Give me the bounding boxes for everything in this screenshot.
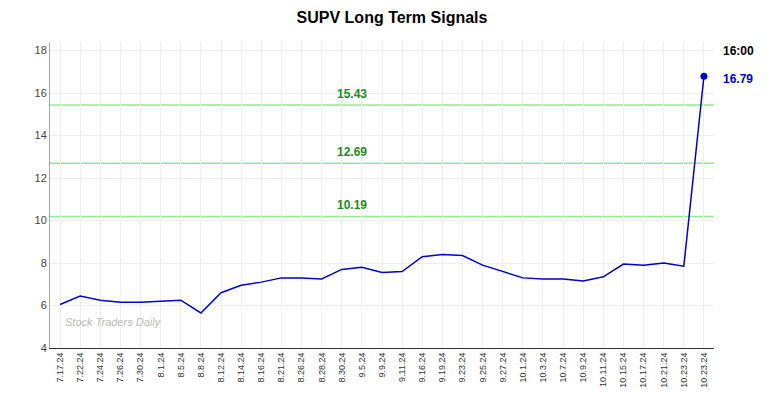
svg-text:SUPV Long Term Signals: SUPV Long Term Signals — [297, 9, 488, 26]
svg-text:10.7.24: 10.7.24 — [558, 353, 568, 383]
svg-text:15.43: 15.43 — [337, 87, 367, 101]
svg-text:12: 12 — [35, 172, 47, 184]
svg-text:9.9.24: 9.9.24 — [377, 353, 387, 378]
svg-text:10.23.24: 10.23.24 — [699, 353, 709, 388]
svg-text:8.16.24: 8.16.24 — [256, 353, 266, 383]
svg-text:6: 6 — [41, 299, 47, 311]
svg-text:10.11.24: 10.11.24 — [598, 353, 608, 387]
svg-text:9.19.24: 9.19.24 — [437, 353, 447, 383]
svg-text:10.9.24: 10.9.24 — [578, 353, 588, 383]
svg-text:9.16.24: 9.16.24 — [417, 353, 427, 383]
svg-text:12.69: 12.69 — [337, 145, 367, 159]
svg-text:8.26.24: 8.26.24 — [296, 353, 306, 383]
svg-text:10.17.24: 10.17.24 — [639, 353, 649, 388]
svg-text:9.27.24: 9.27.24 — [498, 353, 508, 383]
svg-text:8.5.24: 8.5.24 — [176, 353, 186, 378]
svg-text:10.19: 10.19 — [337, 198, 367, 212]
svg-text:7.26.24: 7.26.24 — [115, 353, 125, 383]
svg-text:10.21.24: 10.21.24 — [659, 353, 669, 388]
svg-text:16: 16 — [35, 87, 47, 99]
svg-text:8.8.24: 8.8.24 — [196, 353, 206, 378]
svg-text:16:00: 16:00 — [723, 44, 754, 58]
svg-text:9.11.24: 9.11.24 — [397, 353, 407, 382]
svg-text:4: 4 — [41, 342, 47, 354]
svg-text:8: 8 — [41, 257, 47, 269]
svg-text:8.28.24: 8.28.24 — [317, 353, 327, 383]
svg-text:8.14.24: 8.14.24 — [236, 353, 246, 383]
svg-text:18: 18 — [35, 44, 47, 56]
svg-text:Stock Traders Daily: Stock Traders Daily — [65, 316, 162, 328]
svg-text:14: 14 — [35, 129, 47, 141]
svg-text:9.25.24: 9.25.24 — [478, 353, 488, 383]
svg-text:16.79: 16.79 — [723, 72, 753, 86]
svg-text:7.30.24: 7.30.24 — [135, 353, 145, 383]
svg-text:7.24.24: 7.24.24 — [95, 353, 105, 383]
svg-text:10.15.24: 10.15.24 — [618, 353, 628, 388]
svg-text:7.22.24: 7.22.24 — [75, 353, 85, 383]
svg-text:7.17.24: 7.17.24 — [55, 353, 65, 383]
svg-text:10.1.24: 10.1.24 — [518, 353, 528, 383]
svg-text:8.1.24: 8.1.24 — [156, 353, 166, 378]
svg-text:10.23.24: 10.23.24 — [679, 353, 689, 388]
svg-text:10: 10 — [35, 214, 47, 226]
svg-text:8.30.24: 8.30.24 — [337, 353, 347, 383]
svg-text:8.21.24: 8.21.24 — [276, 353, 286, 383]
svg-text:9.23.24: 9.23.24 — [457, 353, 467, 383]
svg-text:10.3.24: 10.3.24 — [538, 353, 548, 383]
svg-text:9.5.24: 9.5.24 — [357, 353, 367, 378]
svg-text:8.12.24: 8.12.24 — [216, 353, 226, 383]
